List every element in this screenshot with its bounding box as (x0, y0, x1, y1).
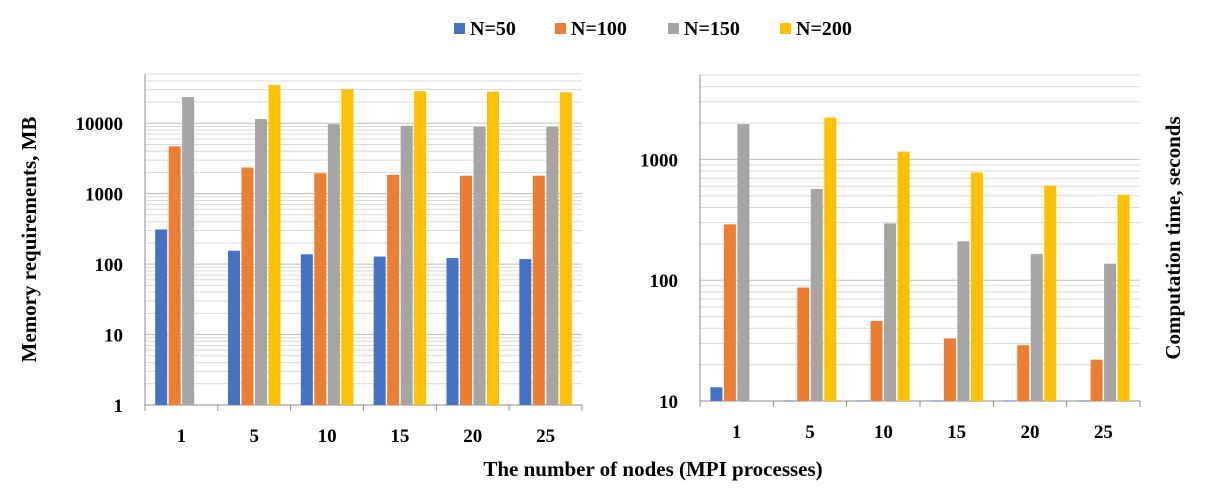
y-tick-label: 100 (650, 271, 679, 292)
bar-n150-10 (327, 124, 340, 405)
bar-n150-25 (1104, 263, 1117, 401)
legend-swatch-1 (555, 23, 566, 34)
y-tick-label: 1000 (640, 150, 678, 171)
bar-n150-15 (957, 241, 970, 401)
y-axis-label: Computation time, seconds (1161, 116, 1185, 359)
legend-label-1: N=100 (571, 18, 627, 40)
x-axis-label: The number of nodes (MPI processes) (483, 457, 822, 481)
bar-n50-10 (857, 400, 870, 402)
y-tick-label: 10 (104, 326, 123, 347)
legend-swatch-2 (668, 23, 679, 34)
x-tick-label: 1 (177, 426, 187, 447)
bar-n50-20 (1003, 400, 1016, 402)
x-tick-label: 25 (1094, 422, 1113, 443)
bar-n150-10 (884, 223, 897, 401)
bar-n150-25 (546, 126, 559, 405)
bar-n50-5 (228, 250, 240, 405)
legend-swatch-3 (780, 23, 791, 34)
legend-label-3: N=200 (796, 18, 852, 40)
bar-n150-20 (1030, 253, 1043, 401)
y-tick-label: 10000 (76, 114, 124, 135)
bar-n150-1 (182, 97, 195, 405)
x-tick-label: 5 (805, 422, 815, 443)
legend-label-0: N=50 (470, 18, 516, 40)
y-axis-label: Memory requirements, MB (17, 117, 41, 363)
y-tick-label: 100 (95, 255, 124, 276)
bar-n200-5 (824, 117, 837, 401)
bar-n50-1 (710, 387, 723, 401)
bar-n100-20 (1017, 345, 1030, 401)
x-tick-label: 10 (874, 422, 893, 443)
y-tick-label: 1000 (85, 185, 123, 206)
x-tick-label: 15 (390, 426, 409, 447)
x-tick-label: 25 (536, 426, 555, 447)
bar-n50-15 (373, 256, 386, 405)
bar-n150-20 (473, 126, 486, 405)
bar-n100-1 (723, 224, 736, 401)
bar-n100-15 (943, 338, 956, 401)
bar-n150-5 (255, 118, 267, 405)
bar-n50-10 (300, 254, 313, 405)
bar-n100-15 (387, 174, 400, 405)
bar-n100-25 (532, 175, 545, 405)
x-tick-label: 15 (947, 422, 966, 443)
y-tick-label: 10 (659, 392, 678, 413)
bar-n50-15 (930, 400, 943, 402)
x-tick-label: 1 (732, 422, 742, 443)
legend-label-2: N=150 (684, 18, 740, 40)
legend-swatch-0 (454, 23, 465, 34)
bar-n200-10 (897, 151, 910, 401)
y-tick-label: 1 (114, 396, 124, 417)
bar-n50-1 (155, 229, 168, 405)
bar-n100-20 (460, 175, 472, 405)
bar-n50-20 (446, 258, 459, 405)
bar-n200-20 (1044, 185, 1057, 401)
bar-n100-1 (168, 146, 181, 405)
bar-n200-15 (970, 172, 983, 401)
x-tick-label: 20 (1021, 422, 1040, 443)
bar-n100-5 (241, 167, 254, 405)
bar-n200-20 (487, 91, 499, 405)
bar-n100-5 (797, 287, 810, 401)
x-tick-label: 20 (463, 426, 482, 447)
bar-n100-10 (870, 320, 883, 401)
bar-n200-5 (268, 84, 281, 406)
bar-n50-5 (783, 400, 796, 402)
bar-n200-15 (414, 91, 427, 405)
bar-n50-25 (1077, 400, 1090, 402)
bar-n200-25 (1117, 194, 1130, 401)
bar-n150-5 (810, 188, 823, 401)
x-tick-label: 10 (318, 426, 337, 447)
x-tick-label: 5 (250, 426, 260, 447)
bar-n150-1 (737, 124, 750, 402)
bar-n150-15 (400, 125, 413, 406)
bar-n200-10 (341, 89, 354, 405)
bar-n200-25 (559, 92, 572, 406)
legend: N=50 N=100 N=150 N=200 (454, 18, 852, 40)
bar-n100-25 (1090, 359, 1103, 401)
bar-n50-25 (519, 259, 532, 405)
bar-n100-10 (314, 173, 327, 405)
